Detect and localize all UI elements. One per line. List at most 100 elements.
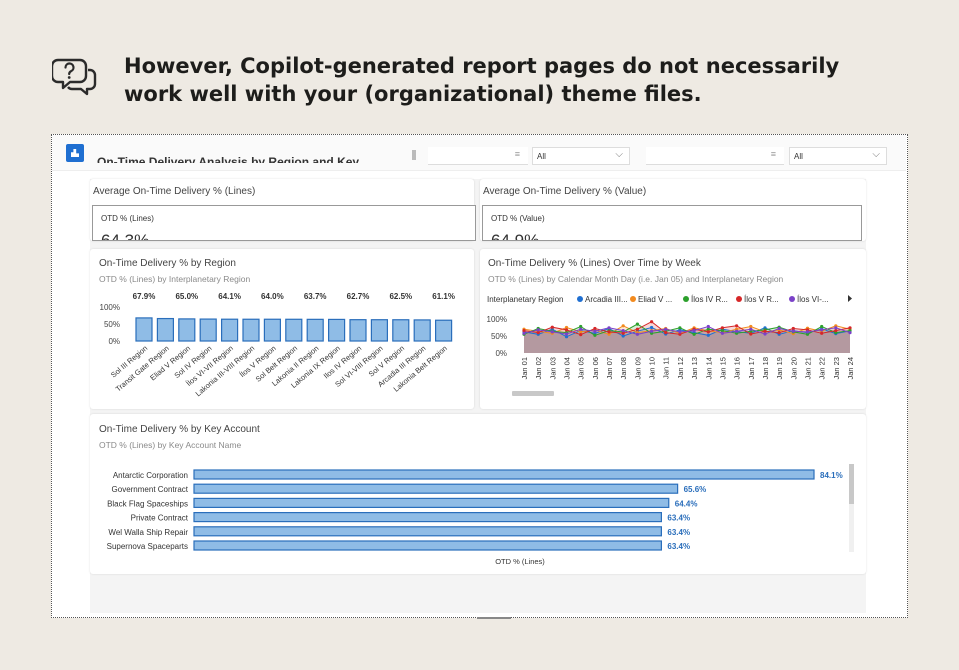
x-tick-label: Jan 15 xyxy=(718,357,727,380)
chevron-down-icon: ⌵ xyxy=(615,149,623,160)
series-line xyxy=(523,325,851,335)
chevron-down-icon: ⌵ xyxy=(872,149,880,160)
series-area xyxy=(524,327,850,353)
x-tick-label: Jan 07 xyxy=(605,357,614,380)
key-account-chart-card[interactable]: On-Time Delivery % by Key Account OTD % … xyxy=(90,414,866,574)
series-area xyxy=(524,321,850,353)
slicer-2-search[interactable]: ≡ xyxy=(646,147,784,165)
x-tick-label: Jan 06 xyxy=(591,357,600,380)
data-point xyxy=(564,335,569,339)
time-area-chart: Interplanetary Region Arcadia III... Eliad… xyxy=(487,295,855,396)
bar xyxy=(221,318,239,342)
data-point xyxy=(834,329,838,333)
data-point xyxy=(820,324,824,329)
kpi-card-value[interactable]: Average On-Time Delivery % (Value) OTD %… xyxy=(480,179,866,241)
x-tick-label: Jan 20 xyxy=(789,357,798,380)
x-tick-label: Jan 11 xyxy=(662,357,671,379)
y-tick-label: 50% xyxy=(491,332,507,341)
kpi-value: 64.3% xyxy=(101,231,150,241)
category-label: Antarctic Corporation xyxy=(113,471,188,480)
kpi-label: OTD % (Value) xyxy=(491,214,545,223)
data-point xyxy=(848,326,852,330)
data-point xyxy=(805,332,810,336)
resize-grip[interactable] xyxy=(477,617,511,619)
data-point xyxy=(621,324,625,328)
bar xyxy=(306,318,324,342)
vertical-scrollbar xyxy=(849,464,854,504)
data-point xyxy=(564,332,569,336)
data-point xyxy=(593,333,597,337)
data-point xyxy=(678,332,682,336)
report-canvas: Average On-Time Delivery % (Lines) OTD %… xyxy=(90,179,866,613)
legend-label: Eliad V ... xyxy=(638,295,672,304)
data-point xyxy=(650,325,654,330)
data-label: 84.1% xyxy=(820,471,843,480)
x-tick-label: Jan 04 xyxy=(563,357,572,380)
kpi-card-lines[interactable]: Average On-Time Delivery % (Lines) OTD %… xyxy=(90,179,476,241)
powerbi-logo-icon xyxy=(66,144,84,162)
time-chart-card[interactable]: On-Time Delivery % (Lines) Over Time by … xyxy=(480,249,866,409)
data-point xyxy=(777,326,781,331)
data-point xyxy=(834,326,838,330)
data-point xyxy=(564,328,569,332)
data-point xyxy=(706,327,710,331)
x-tick-label: Jan 22 xyxy=(818,357,827,380)
chart-title: On-Time Delivery % by Key Account xyxy=(99,424,260,435)
data-point xyxy=(706,324,710,329)
data-point xyxy=(678,330,682,334)
bar xyxy=(263,318,281,342)
x-tick-label: Jan 16 xyxy=(733,357,742,380)
slicer-1-search[interactable]: ≡ xyxy=(428,147,528,165)
report-frame: On-Time Delivery Analysis by Region and … xyxy=(51,134,908,618)
data-label: 63.4% xyxy=(667,528,690,537)
x-axis-title: OTD % (Lines) xyxy=(495,557,545,566)
chart-subtitle: OTD % (Lines) by Key Account Name xyxy=(99,440,242,450)
title-scrollbar[interactable] xyxy=(412,150,416,160)
y-tick-label: 100% xyxy=(100,303,120,312)
data-point xyxy=(749,332,753,336)
bar xyxy=(193,497,670,509)
data-label: 63.4% xyxy=(667,514,690,523)
data-point xyxy=(805,330,810,334)
bar xyxy=(242,318,260,342)
data-point xyxy=(579,330,583,334)
report-topbar: On-Time Delivery Analysis by Region and … xyxy=(52,135,906,171)
bar xyxy=(135,317,153,342)
bar xyxy=(193,526,662,537)
x-tick-label: Jan 08 xyxy=(619,357,628,380)
data-point xyxy=(550,325,554,329)
x-tick-label: Jan 23 xyxy=(832,357,841,380)
x-tick-label: Jan 01 xyxy=(520,357,529,380)
data-point xyxy=(550,330,554,334)
data-point xyxy=(735,329,739,333)
data-label: 65.0% xyxy=(175,292,198,301)
bar xyxy=(178,318,196,342)
legend-marker xyxy=(789,296,795,302)
report-title: On-Time Delivery Analysis by Region and … xyxy=(97,155,360,163)
data-label: 61.1% xyxy=(432,292,455,301)
y-tick-label: 50% xyxy=(104,320,120,329)
x-tick-label: Jan 17 xyxy=(747,357,756,380)
bar xyxy=(435,319,453,342)
bar xyxy=(392,319,410,342)
header: However, Copilot-generated report pages … xyxy=(52,52,884,108)
data-point xyxy=(579,333,583,337)
data-point xyxy=(536,331,540,335)
data-point xyxy=(735,324,739,328)
legend-title: Interplanetary Region xyxy=(487,295,564,304)
data-point xyxy=(720,329,724,333)
data-point xyxy=(635,332,639,336)
data-point xyxy=(720,326,724,330)
data-point xyxy=(820,331,824,335)
region-chart-card[interactable]: On-Time Delivery % by Region OTD % (Line… xyxy=(90,249,474,409)
scrollbar-track xyxy=(849,464,854,552)
kpi-box: OTD % (Value) 64.9% xyxy=(482,205,862,241)
data-point xyxy=(749,327,753,331)
slicer-1-dropdown[interactable]: All ⌵ xyxy=(532,147,630,165)
x-tick-label: Jan 24 xyxy=(846,357,855,380)
category-label: Private Contract xyxy=(131,514,189,523)
legend-label: Ílos IV R... xyxy=(691,295,728,304)
bar xyxy=(193,483,679,494)
slicer-2-dropdown[interactable]: All ⌵ xyxy=(789,147,887,165)
